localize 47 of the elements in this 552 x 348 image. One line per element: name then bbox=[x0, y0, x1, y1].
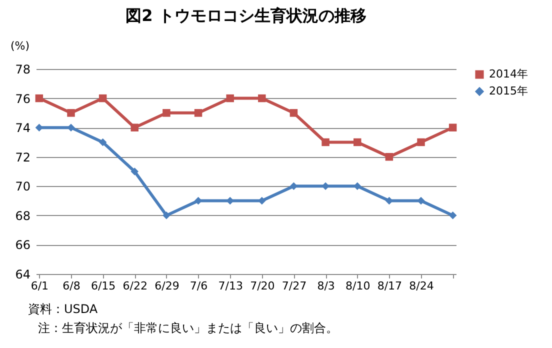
point bbox=[98, 94, 107, 102]
x-tick-label: 7/6 bbox=[190, 280, 208, 292]
y-tick-label: 72 bbox=[15, 150, 30, 164]
y-axis-title: (%) bbox=[10, 40, 30, 52]
legend-label: 2015年 bbox=[489, 84, 528, 98]
text: 資料：USDA bbox=[28, 301, 99, 318]
text: 注：生育状況が「非常に良い」または「良い」の割合。 bbox=[37, 320, 338, 337]
x-tick-label: 7/20 bbox=[250, 280, 275, 292]
point bbox=[290, 109, 298, 117]
point bbox=[258, 94, 266, 102]
point bbox=[322, 138, 330, 146]
point bbox=[162, 109, 170, 117]
point bbox=[130, 124, 139, 132]
y-tick-label: 76 bbox=[15, 92, 30, 106]
point bbox=[258, 196, 266, 205]
x-tick-label: 8/10 bbox=[346, 280, 370, 292]
point bbox=[353, 138, 362, 146]
x-tick-label: 6/22 bbox=[122, 280, 148, 292]
y-tick-label: 68 bbox=[15, 208, 30, 223]
point bbox=[448, 212, 457, 220]
y-tick-label: 70 bbox=[15, 180, 30, 194]
x-tick-label: 7/13 bbox=[218, 280, 243, 292]
y-tick-label: 78 bbox=[15, 62, 30, 76]
point bbox=[448, 124, 457, 132]
point bbox=[67, 124, 75, 132]
x-tick-label: 6/8 bbox=[62, 280, 80, 292]
x-tick-label: 8/24 bbox=[409, 280, 434, 292]
y-tick-label: 66 bbox=[15, 238, 30, 252]
legend-label: 2014年 bbox=[489, 68, 528, 80]
point bbox=[35, 94, 44, 102]
y-tick-label: 64 bbox=[15, 268, 30, 282]
chart-title: 図2 トウモロコシ生育状況の推移 bbox=[126, 6, 366, 25]
point bbox=[385, 152, 394, 161]
point bbox=[194, 109, 202, 117]
point bbox=[226, 94, 234, 102]
point bbox=[67, 109, 75, 117]
point bbox=[417, 138, 425, 146]
x-tick-label: 7/27 bbox=[282, 280, 307, 292]
x-tick-label: 6/15 bbox=[90, 280, 116, 292]
point bbox=[98, 138, 107, 146]
x-tick-label: 6/29 bbox=[154, 280, 180, 292]
x-tick-label: 8/3 bbox=[317, 280, 335, 292]
x-tick-label: 6/1 bbox=[30, 280, 49, 292]
y-tick-label: 74 bbox=[15, 121, 30, 136]
point bbox=[162, 212, 170, 220]
x-tick-label: 8/17 bbox=[377, 280, 402, 292]
point bbox=[130, 168, 139, 176]
